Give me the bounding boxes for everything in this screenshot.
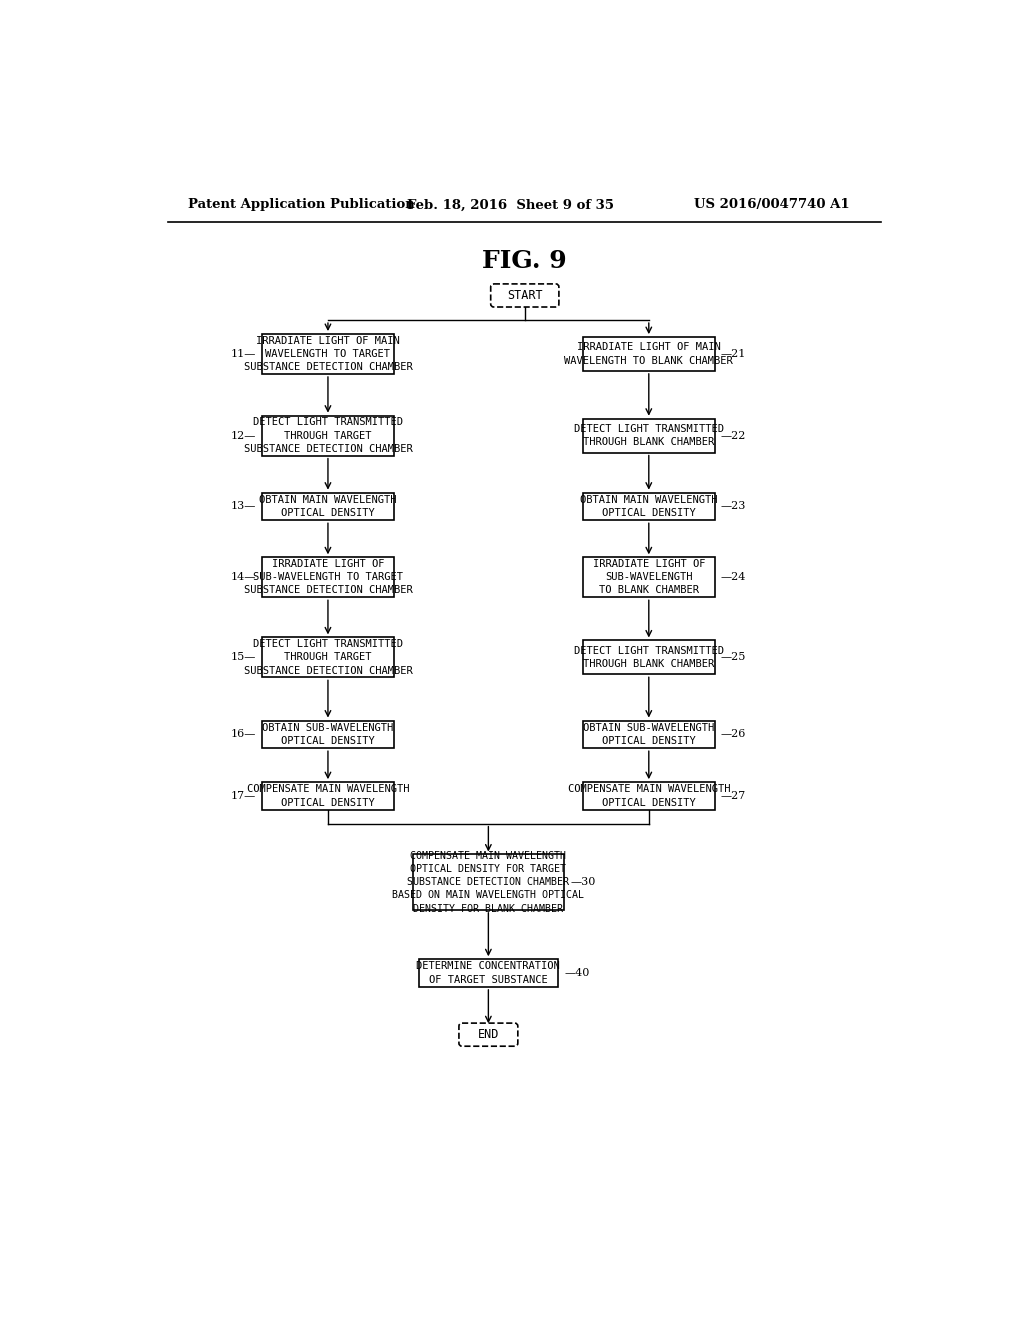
Text: Feb. 18, 2016  Sheet 9 of 35: Feb. 18, 2016 Sheet 9 of 35 xyxy=(407,198,614,211)
Text: —25: —25 xyxy=(721,652,746,663)
Text: COMPENSATE MAIN WAVELENGTH
OPTICAL DENSITY: COMPENSATE MAIN WAVELENGTH OPTICAL DENSI… xyxy=(247,784,410,808)
Text: END: END xyxy=(477,1028,499,1041)
Text: Patent Application Publication: Patent Application Publication xyxy=(188,198,415,211)
Bar xyxy=(262,638,394,677)
Text: —40: —40 xyxy=(564,968,590,978)
Text: —21: —21 xyxy=(721,348,746,359)
Text: —24: —24 xyxy=(721,573,746,582)
Bar xyxy=(583,418,715,453)
Text: START: START xyxy=(507,289,543,302)
Bar xyxy=(583,640,715,675)
Bar xyxy=(419,960,558,987)
Text: IRRADIATE LIGHT OF
SUB-WAVELENGTH
TO BLANK CHAMBER: IRRADIATE LIGHT OF SUB-WAVELENGTH TO BLA… xyxy=(593,560,706,595)
Text: OBTAIN MAIN WAVELENGTH
OPTICAL DENSITY: OBTAIN MAIN WAVELENGTH OPTICAL DENSITY xyxy=(259,495,396,517)
Text: OBTAIN SUB-WAVELENGTH
OPTICAL DENSITY: OBTAIN SUB-WAVELENGTH OPTICAL DENSITY xyxy=(262,723,393,746)
Bar xyxy=(262,492,394,520)
FancyBboxPatch shape xyxy=(490,284,559,308)
FancyBboxPatch shape xyxy=(459,1023,518,1047)
Text: DETECT LIGHT TRANSMITTED
THROUGH BLANK CHAMBER: DETECT LIGHT TRANSMITTED THROUGH BLANK C… xyxy=(573,645,724,669)
Text: IRRADIATE LIGHT OF MAIN
WAVELENGTH TO TARGET
SUBSTANCE DETECTION CHAMBER: IRRADIATE LIGHT OF MAIN WAVELENGTH TO TA… xyxy=(244,335,413,372)
Text: IRRADIATE LIGHT OF
SUB-WAVELENGTH TO TARGET
SUBSTANCE DETECTION CHAMBER: IRRADIATE LIGHT OF SUB-WAVELENGTH TO TAR… xyxy=(244,560,413,595)
Text: COMPENSATE MAIN WAVELENGTH
OPTICAL DENSITY: COMPENSATE MAIN WAVELENGTH OPTICAL DENSI… xyxy=(567,784,730,808)
Text: 11—: 11— xyxy=(230,348,256,359)
Bar xyxy=(583,492,715,520)
Text: DETERMINE CONCENTRATION
OF TARGET SUBSTANCE: DETERMINE CONCENTRATION OF TARGET SUBSTA… xyxy=(417,961,560,985)
Bar xyxy=(262,721,394,748)
Text: —23: —23 xyxy=(721,502,746,511)
Text: —30: —30 xyxy=(570,878,596,887)
Bar xyxy=(583,781,715,809)
Text: —22: —22 xyxy=(721,430,746,441)
Text: FIG. 9: FIG. 9 xyxy=(482,249,567,273)
Text: COMPENSATE MAIN WAVELENGTH
OPTICAL DENSITY FOR TARGET
SUBSTANCE DETECTION CHAMBE: COMPENSATE MAIN WAVELENGTH OPTICAL DENSI… xyxy=(392,851,585,913)
Text: 16—: 16— xyxy=(230,730,256,739)
Bar xyxy=(583,557,715,597)
Text: 13—: 13— xyxy=(230,502,256,511)
Text: —26: —26 xyxy=(721,730,746,739)
Text: 14—: 14— xyxy=(230,573,256,582)
Text: DETECT LIGHT TRANSMITTED
THROUGH BLANK CHAMBER: DETECT LIGHT TRANSMITTED THROUGH BLANK C… xyxy=(573,424,724,447)
Bar xyxy=(413,854,564,909)
Text: DETECT LIGHT TRANSMITTED
THROUGH TARGET
SUBSTANCE DETECTION CHAMBER: DETECT LIGHT TRANSMITTED THROUGH TARGET … xyxy=(244,417,413,454)
Text: —27: —27 xyxy=(721,791,746,801)
Text: IRRADIATE LIGHT OF MAIN
WAVELENGTH TO BLANK CHAMBER: IRRADIATE LIGHT OF MAIN WAVELENGTH TO BL… xyxy=(564,342,733,366)
Text: DETECT LIGHT TRANSMITTED
THROUGH TARGET
SUBSTANCE DETECTION CHAMBER: DETECT LIGHT TRANSMITTED THROUGH TARGET … xyxy=(244,639,413,676)
Text: 17—: 17— xyxy=(230,791,256,801)
Text: OBTAIN MAIN WAVELENGTH
OPTICAL DENSITY: OBTAIN MAIN WAVELENGTH OPTICAL DENSITY xyxy=(580,495,718,517)
Bar xyxy=(262,334,394,374)
Bar xyxy=(262,557,394,597)
Text: 12—: 12— xyxy=(230,430,256,441)
Bar xyxy=(583,337,715,371)
Text: US 2016/0047740 A1: US 2016/0047740 A1 xyxy=(693,198,849,211)
Bar xyxy=(262,416,394,455)
Bar xyxy=(262,781,394,809)
Bar xyxy=(583,721,715,748)
Text: OBTAIN SUB-WAVELENGTH
OPTICAL DENSITY: OBTAIN SUB-WAVELENGTH OPTICAL DENSITY xyxy=(584,723,715,746)
Text: 15—: 15— xyxy=(230,652,256,663)
